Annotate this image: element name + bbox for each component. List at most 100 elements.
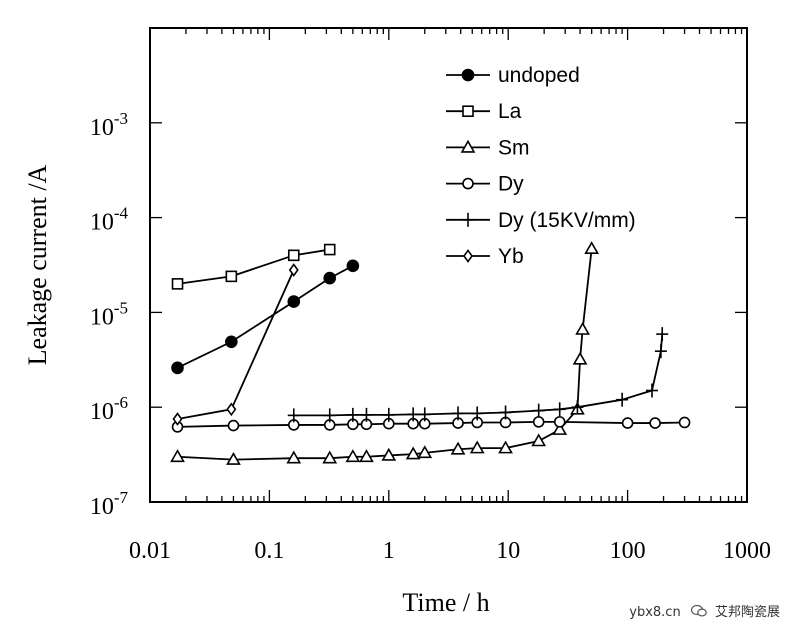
data-point-undoped: [171, 361, 184, 375]
data-point-sm: [469, 440, 485, 454]
legend-item-la: La: [446, 100, 522, 123]
series-line-sm: [177, 248, 593, 461]
data-point-yb: [172, 412, 183, 426]
data-point-undoped: [346, 259, 360, 273]
data-point-dy-15kv-mm: [654, 344, 667, 359]
legend-label: Dy: [498, 173, 524, 196]
legend-marker: [462, 177, 474, 190]
legend-marker: [462, 212, 474, 227]
y-tick-label: 10-6: [90, 393, 128, 425]
legend-marker: [461, 68, 475, 82]
series-la: [171, 243, 336, 290]
x-tick-label: 0.1: [254, 538, 284, 564]
y-tick-label: 10-3: [90, 109, 128, 141]
data-point-dy-15kv-mm: [553, 402, 566, 417]
x-tick-label: 0.01: [129, 538, 171, 564]
legend-item-yb: Yb: [446, 245, 524, 268]
legend: undoped La Sm Dy Dy (15KV/mm) Yb: [446, 64, 636, 268]
data-point-dy-15kv-mm: [360, 407, 373, 422]
y-tick-label: 10-5: [90, 298, 128, 330]
data-point-sm: [584, 241, 600, 254]
data-point-sm: [322, 450, 338, 464]
data-point-dy: [532, 416, 545, 428]
data-point-dy: [621, 417, 634, 429]
data-point-yb: [288, 263, 299, 277]
data-point-dy: [227, 419, 240, 432]
axis-ticks: [149, 27, 747, 503]
data-point-sm: [359, 449, 374, 463]
data-point-undoped: [323, 271, 337, 285]
data-point-sm: [450, 441, 466, 455]
data-point-sm: [498, 440, 513, 454]
legend-marker: [463, 249, 473, 263]
data-point-dy-15kv-mm: [471, 406, 484, 421]
y-tick-label: 10-4: [90, 204, 129, 236]
plot-frame: [149, 27, 748, 503]
watermark-site: ybx8.cn: [629, 605, 681, 620]
y-tick-label: 10-7: [90, 488, 129, 520]
legend-marker: [462, 105, 474, 117]
data-point-sm: [552, 422, 568, 435]
wechat-icon: [690, 604, 707, 617]
legend-label: Dy (15KV/mm): [498, 209, 636, 232]
data-point-undoped: [287, 295, 301, 308]
data-point-dy-15kv-mm: [323, 408, 336, 423]
y-axis-title: Leakage current /A: [23, 164, 52, 365]
series-dy: [171, 416, 691, 433]
legend-item-sm: Sm: [446, 136, 530, 159]
data-point-sm: [286, 450, 302, 464]
data-point-la: [323, 243, 336, 256]
data-point-dy-15kv-mm: [382, 407, 395, 422]
legend-item-undoped: undoped: [446, 64, 580, 87]
series-line-dy: [177, 420, 685, 428]
series-line-la: [177, 248, 330, 285]
data-point-dy-15kv-mm: [645, 383, 658, 398]
data-point-la: [225, 270, 238, 283]
data-point-dy-15kv-mm: [656, 327, 669, 342]
legend-marker: [460, 139, 476, 153]
data-point-dy-15kv-mm: [287, 408, 300, 423]
x-axis-title: Time / h: [402, 588, 489, 617]
data-point-dy-15kv-mm: [616, 392, 629, 407]
series-line-dy-15kv-mm: [293, 334, 664, 417]
data-point-sm: [405, 446, 421, 460]
legend-label: La: [498, 100, 522, 123]
legend-label: Yb: [498, 245, 524, 268]
data-point-sm: [417, 445, 433, 459]
series-dy-15kv-mm: [287, 327, 669, 423]
data-point-dy: [553, 416, 566, 428]
data-point-dy-15kv-mm: [346, 407, 359, 422]
data-point-dy-15kv-mm: [571, 400, 584, 415]
x-tick-label: 100: [610, 538, 646, 564]
axis-tick-labels: 0.01 0.1 1 10 100 1000 10-7 10-6 10-5 10-4 10-3: [90, 109, 771, 564]
data-point-dy: [649, 417, 661, 429]
legend-label: Sm: [498, 136, 530, 159]
data-point-sm: [170, 449, 185, 463]
data-point-sm: [345, 449, 361, 463]
x-tick-label: 1: [383, 538, 395, 564]
data-point-dy-15kv-mm: [532, 403, 545, 418]
legend-item-dy: Dy: [446, 173, 524, 196]
series-yb: [172, 263, 299, 426]
data-point-dy-15kv-mm: [452, 406, 465, 421]
data-point-dy-15kv-mm: [499, 405, 512, 420]
x-tick-label: 10: [496, 538, 520, 564]
data-point-dy-15kv-mm: [407, 407, 420, 422]
legend-label: undoped: [498, 64, 580, 87]
data-point-dy-15kv-mm: [418, 407, 431, 422]
data-point-sm: [226, 451, 241, 465]
data-point-undoped: [225, 335, 238, 349]
data-point-la: [287, 249, 300, 262]
data-point-sm: [575, 321, 590, 335]
data-point-sm: [531, 433, 547, 447]
watermark-name: 艾邦陶瓷展: [714, 605, 780, 620]
data-point-sm: [381, 447, 397, 461]
watermark: ybx8.cn 艾邦陶瓷展: [629, 601, 780, 620]
data-point-dy: [678, 416, 691, 429]
legend-item-dy-15kv-mm: Dy (15KV/mm): [446, 209, 636, 232]
series-undoped: [171, 259, 360, 375]
data-point-sm: [572, 351, 588, 365]
series-layer: [170, 241, 691, 465]
data-point-la: [171, 278, 184, 290]
